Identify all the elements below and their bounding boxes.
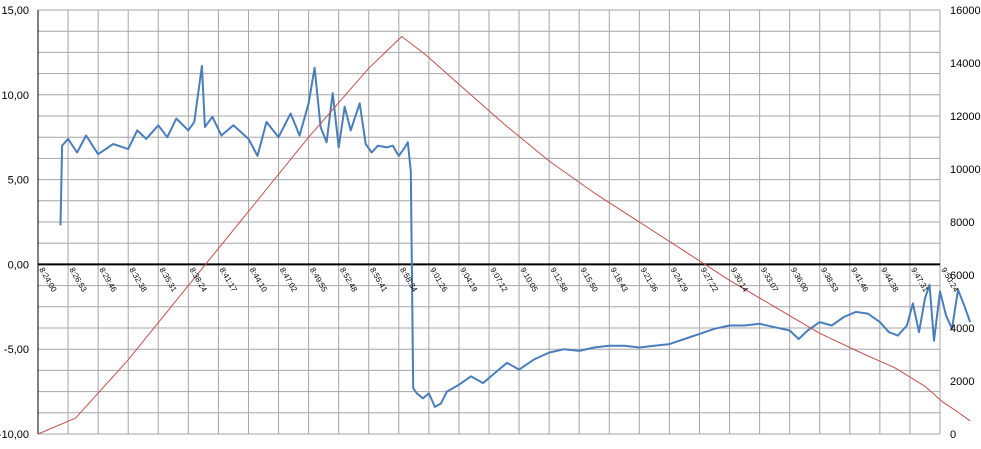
x-tick-label: 8:52:48 [338,266,359,294]
right-y-tick-label: 8000 [950,217,974,229]
x-tick-label: 9:07:12 [488,266,509,294]
x-tick-label: 8:55:41 [368,266,389,294]
left-y-tick-label: 10,00 [1,90,29,102]
right-y-tick-label: 14000 [950,58,981,70]
right-y-tick-label: 2000 [950,376,974,388]
left-y-axis-ticks: -10,00 -5,00 0,00 5,00 10,00 15,00 [0,5,29,441]
x-tick-label: 8:41:17 [218,266,239,294]
left-y-tick-label: -5,00 [4,344,29,356]
x-tick-label: 9:01:26 [428,266,449,294]
x-tick-label: 9:15:50 [578,266,599,294]
x-axis-ticks: 8:24:00 8:26:53 8:29:46 8:32:38 8:35:31 8:38:… [37,266,960,294]
x-tick-label: 9:41:46 [849,266,870,294]
x-tick-label: 8:47:02 [278,266,299,294]
x-tick-label: 8:44:10 [248,266,269,294]
x-tick-label: 8:26:53 [67,266,88,294]
x-tick-label: 9:33:07 [759,266,780,294]
right-y-tick-label: 12000 [950,111,981,123]
series-layer [37,36,972,435]
left-y-tick-label: 5,00 [8,175,29,187]
left-y-tick-label: 0,00 [8,259,29,271]
right-y-axis-ticks: 0 2000 4000 6000 8000 10000 12000 14000 16000 [950,5,981,441]
x-tick-label: 9:04:19 [458,266,479,294]
x-tick-label: 8:35:31 [158,266,179,294]
x-tick-label: 9:21:36 [639,266,660,294]
x-tick-label: 9:18:43 [609,266,630,294]
x-tick-label: 9:47:31 [909,266,930,294]
x-tick-label: 9:12:58 [548,266,569,294]
left-y-tick-label: -10,00 [0,429,29,441]
right-y-tick-label: 6000 [950,270,974,282]
x-tick-label: 8:29:46 [97,266,118,294]
x-tick-label: 9:36:00 [789,266,810,294]
x-tick-label: 8:49:55 [308,266,329,294]
x-tick-label: 9:38:53 [819,266,840,294]
x-tick-label: 9:10:05 [518,266,539,294]
x-tick-label: 9:24:29 [669,266,690,294]
left-y-tick-label: 15,00 [1,5,29,17]
right-y-tick-label: 0 [950,429,956,441]
x-tick-label: 9:30:14 [729,266,750,294]
series-line-2 [37,36,971,435]
x-tick-label: 9:27:22 [699,266,720,294]
series-line-1 [59,65,972,408]
x-tick-label: 8:24:00 [37,266,58,294]
right-y-tick-label: 4000 [950,323,974,335]
x-tick-label: 9:44:38 [879,266,900,294]
right-y-tick-label: 10000 [950,164,981,176]
x-tick-label: 8:58:34 [398,266,419,294]
x-tick-label: 8:38:24 [188,266,209,294]
horizontal-gridlines [38,9,940,435]
x-tick-label: 8:32:38 [127,266,148,294]
right-y-tick-label: 16000 [950,5,981,17]
